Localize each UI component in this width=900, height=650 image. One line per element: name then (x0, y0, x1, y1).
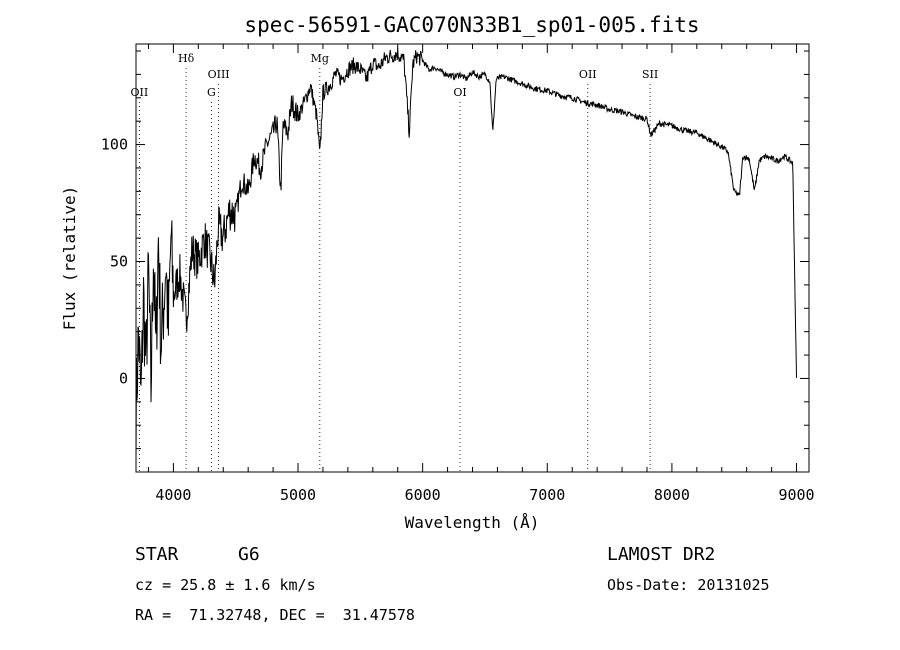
marker-label: G (207, 86, 216, 99)
y-tick-label: 0 (119, 369, 128, 387)
x-tick-label: 6000 (405, 486, 441, 504)
y-tick-label: 100 (101, 136, 128, 154)
obs-date-line: Obs-Date: 20131025 (607, 576, 770, 594)
marker-label: Hδ (178, 52, 195, 65)
marker-label: Mg (311, 52, 329, 65)
marker-label: OI (453, 86, 466, 99)
redshift-line: cz = 25.8 ± 1.6 km/s (135, 576, 316, 594)
spectral-line-markers: OII Hδ G OIII Mg OI OII SII (131, 52, 658, 472)
coordinates-line: RA = 71.32748, DEC = 31.47578 (135, 606, 415, 624)
x-tick-label: 8000 (654, 486, 690, 504)
x-tick-label: 5000 (280, 486, 316, 504)
object-class: STAR (135, 544, 179, 565)
marker-label: OII (579, 68, 597, 81)
object-subclass: G6 (238, 544, 260, 565)
x-tick-label: 4000 (155, 486, 191, 504)
marker-label: SII (642, 68, 658, 81)
plot-frame (135, 43, 810, 473)
y-axis-label: Flux (relative) (60, 186, 79, 331)
x-axis: 4000 5000 6000 7000 8000 9000 (147, 44, 815, 504)
marker-label: OIII (208, 68, 230, 81)
x-axis-label: Wavelength (Å) (405, 513, 540, 532)
y-axis: 0 50 100 (101, 50, 809, 450)
spectrum-line (135, 47, 797, 461)
chart-title: spec-56591-GAC070N33B1_sp01-005.fits (244, 13, 699, 37)
marker-label: OII (131, 86, 149, 99)
y-tick-label: 50 (110, 253, 128, 271)
survey-name: LAMOST DR2 (607, 544, 715, 565)
x-tick-label: 9000 (778, 486, 814, 504)
x-tick-label: 7000 (529, 486, 565, 504)
